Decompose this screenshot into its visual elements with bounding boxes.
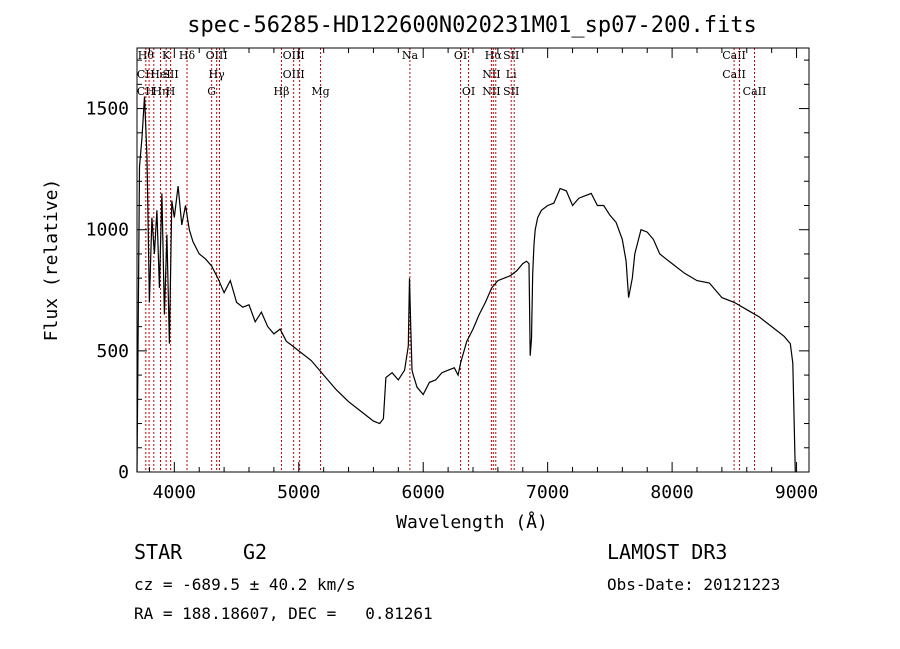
- redshift-velocity: cz = -689.5 ± 40.2 km/s: [134, 575, 356, 594]
- y-tick-label: 500: [96, 341, 129, 362]
- line-marker-label: Mg: [311, 85, 329, 98]
- x-axis-label: Wavelength (Å): [396, 511, 548, 533]
- line-marker-label: CH: [137, 68, 155, 81]
- x-tick-label: 7000: [526, 482, 569, 503]
- line-marker-label: SII: [503, 49, 519, 62]
- line-marker-label: Hγ: [209, 68, 226, 81]
- line-marker-label: NII: [482, 85, 500, 98]
- line-marker-label: Hδ: [179, 49, 196, 62]
- spectrum-line: [136, 96, 796, 473]
- line-marker-label: CaII: [743, 85, 767, 98]
- observation-date: Obs-Date: 20121223: [607, 575, 781, 594]
- line-marker-label: CH: [137, 85, 155, 98]
- x-tick-label: 8000: [650, 482, 693, 503]
- x-tick-label: 6000: [402, 482, 445, 503]
- survey-name: LAMOST DR3: [607, 540, 728, 564]
- y-tick-label: 1500: [86, 99, 129, 120]
- object-subclass: G2: [243, 540, 268, 564]
- line-marker-label: SII: [503, 85, 519, 98]
- line-marker-label: Hη: [152, 85, 168, 98]
- line-marker-label: OIII: [283, 49, 305, 62]
- y-tick-label: 1000: [86, 220, 129, 241]
- x-tick-label: 4000: [153, 482, 196, 503]
- line-marker-label: K: [162, 49, 171, 62]
- line-marker-label: Hθ: [138, 49, 155, 62]
- line-marker-label: SII: [162, 68, 178, 81]
- y-tick-label: 0: [118, 462, 129, 483]
- plot-frame: [136, 47, 810, 473]
- line-marker-label: Hβ: [274, 85, 290, 98]
- x-tick-label: 5000: [277, 482, 320, 503]
- line-marker-label: Li: [506, 68, 517, 81]
- line-marker-label: Hα: [485, 49, 503, 62]
- line-marker-label: OIII: [283, 68, 305, 81]
- line-marker-label: NII: [482, 68, 500, 81]
- chart-title: spec-56285-HD122600N020231M01_sp07-200.f…: [187, 13, 757, 38]
- sky-coordinates: RA = 188.18607, DEC = 0.81261: [134, 604, 433, 623]
- line-marker-label: CaII: [722, 49, 746, 62]
- x-tick-label: 9000: [775, 482, 818, 503]
- line-marker-label: OI: [454, 49, 467, 62]
- object-class: STAR: [134, 540, 183, 564]
- line-marker-label: OI: [462, 85, 475, 98]
- line-marker-label: H: [166, 85, 176, 98]
- line-marker-label: G: [207, 85, 216, 98]
- y-axis-label: Flux (relative): [41, 179, 62, 342]
- line-marker-label: CaII: [722, 68, 746, 81]
- axis-ticks: 4000 5000 6000 7000 8000 9000 0 500 1000 1500: [86, 48, 818, 503]
- line-marker-label: Na: [402, 49, 419, 62]
- line-marker-label: OIII: [206, 49, 228, 62]
- spectrum-series: [136, 96, 796, 473]
